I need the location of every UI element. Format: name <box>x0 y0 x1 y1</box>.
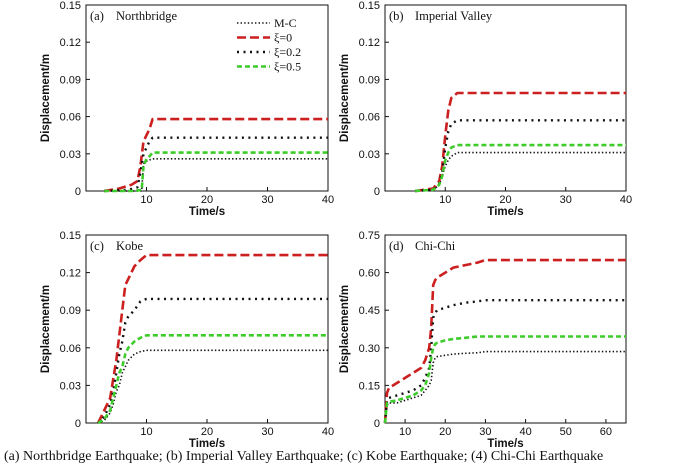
y-tick-label: 0.60 <box>359 268 380 280</box>
y-axis-label: Displacement/m <box>40 285 52 373</box>
x-tick-label: 20 <box>201 426 213 438</box>
y-tick-label: 0.09 <box>60 305 81 317</box>
panel-label: (a) <box>90 9 104 23</box>
x-tick-label: 30 <box>560 194 572 206</box>
x-tick-label: 30 <box>261 194 273 206</box>
x-tick-label: 30 <box>479 426 491 438</box>
series-line-0 <box>414 91 626 193</box>
series-line-0 <box>96 253 328 424</box>
y-tick-label: 0.06 <box>60 343 81 355</box>
y-tick-label: 0.03 <box>359 149 380 161</box>
y-axis-label: Displacement/m <box>40 54 52 142</box>
series-line-0-5 <box>104 151 328 193</box>
x-tick-label: 40 <box>620 194 632 206</box>
x-axis-label: Time/s <box>189 438 225 447</box>
x-axis-label: Time/s <box>487 438 523 447</box>
x-tick-label: 10 <box>399 426 411 438</box>
x-tick-label: 40 <box>322 426 334 438</box>
legend-entry: M-C <box>274 16 297 30</box>
x-axis-label: Time/s <box>189 206 225 218</box>
series-line-0 <box>103 117 328 193</box>
y-tick-label: 0.15 <box>359 380 380 392</box>
series-line-m-c <box>97 349 328 424</box>
x-tick-label: 30 <box>261 426 273 438</box>
series-line-0-5 <box>97 333 328 425</box>
y-tick-label: 0.12 <box>60 37 81 49</box>
panel-title: Northbridge <box>116 9 178 23</box>
panel-label: (c) <box>90 239 104 253</box>
y-tick-label: 0 <box>75 418 81 430</box>
legend-entry: ξ=0.2 <box>274 45 301 59</box>
chart-panel-1: 0 0.03 0.06 0.09 0.12 0.15 10 20 30 40 Time/s Displ… <box>40 0 334 218</box>
y-tick-label: 0.75 <box>359 230 380 242</box>
series-line-0-2 <box>383 299 626 424</box>
y-tick-label: 0.03 <box>60 380 81 392</box>
panel-title: Imperial Valley <box>415 9 493 23</box>
y-tick-label: 0 <box>374 186 380 198</box>
plot-frame <box>384 234 627 424</box>
x-tick-label: 10 <box>439 194 451 206</box>
x-axis-label: Time/s <box>487 206 523 218</box>
y-tick-label: 0 <box>75 186 81 198</box>
panel-title: Kobe <box>116 239 144 253</box>
y-tick-label: 0.09 <box>60 74 81 86</box>
series-line-0-2 <box>104 136 328 193</box>
y-tick-label: 0.15 <box>60 0 81 12</box>
plot-frame <box>85 234 329 424</box>
plot-frame <box>384 4 627 192</box>
x-tick-label: 20 <box>439 426 451 438</box>
x-tick-label: 40 <box>519 426 531 438</box>
y-tick-label: 0 <box>374 418 380 430</box>
y-tick-label: 0.12 <box>359 37 380 49</box>
x-tick-label: 40 <box>322 194 334 206</box>
legend-entry: ξ=0.5 <box>274 60 301 74</box>
chart-panel-3: 0 0.03 0.06 0.09 0.12 0.15 10 20 30 40 Time/s Displ… <box>40 230 334 447</box>
x-tick-label: 10 <box>140 426 152 438</box>
y-axis-label: Displacement/m <box>339 54 351 142</box>
y-tick-label: 0.06 <box>359 112 380 124</box>
y-tick-label: 0.30 <box>359 343 380 355</box>
y-tick-label: 0.09 <box>359 74 380 86</box>
panel-title: Chi-Chi <box>415 239 456 253</box>
y-tick-label: 0.15 <box>359 0 380 12</box>
series-line-m-c <box>384 350 626 424</box>
y-tick-label: 0.15 <box>60 230 81 242</box>
series-line-0 <box>383 258 626 424</box>
series-line-0-5 <box>415 143 626 193</box>
x-tick-label: 10 <box>140 194 152 206</box>
panel-label: (d) <box>389 239 404 253</box>
legend: M-Cξ=0ξ=0.2ξ=0.5 <box>237 16 301 74</box>
series-line-0-5 <box>383 335 626 424</box>
chart-panel-2: 0 0.03 0.06 0.09 0.12 0.15 10 20 30 40 Time/s Displ… <box>339 0 632 218</box>
y-tick-label: 0.45 <box>359 305 380 317</box>
panel-label: (b) <box>389 9 404 23</box>
chart-panel-4: 0 0.15 0.30 0.45 0.60 0.75 10 20 30 40 50 60 Time/s D… <box>339 230 627 447</box>
y-tick-label: 0.03 <box>60 149 81 161</box>
y-axis-label: Displacement/m <box>339 285 351 373</box>
legend-entry: ξ=0 <box>274 31 292 45</box>
y-tick-label: 0.12 <box>60 268 81 280</box>
series-line-0-2 <box>97 297 328 424</box>
x-tick-label: 20 <box>201 194 213 206</box>
series-line-m-c <box>415 151 626 192</box>
x-tick-label: 60 <box>600 426 612 438</box>
figure-caption: (a) Northbridge Earthquake; (b) Imperial… <box>4 449 604 464</box>
y-tick-label: 0.06 <box>60 112 81 124</box>
x-tick-label: 20 <box>499 194 511 206</box>
x-tick-label: 50 <box>560 426 572 438</box>
